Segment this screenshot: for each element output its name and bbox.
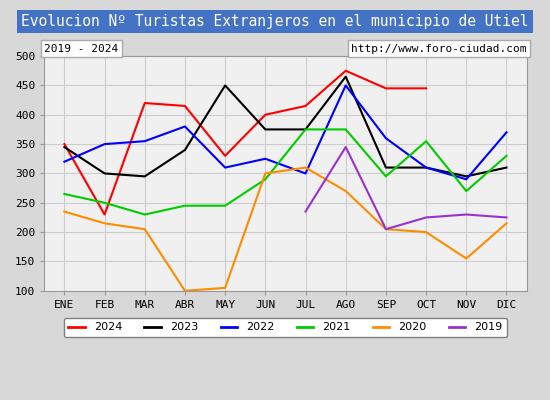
Legend: 2024, 2023, 2022, 2021, 2020, 2019: 2024, 2023, 2022, 2021, 2020, 2019 [64,318,507,337]
Text: http://www.foro-ciudad.com: http://www.foro-ciudad.com [351,44,526,54]
Text: 2019 - 2024: 2019 - 2024 [45,44,119,54]
Text: Evolucion Nº Turistas Extranjeros en el municipio de Utiel: Evolucion Nº Turistas Extranjeros en el … [21,14,529,29]
